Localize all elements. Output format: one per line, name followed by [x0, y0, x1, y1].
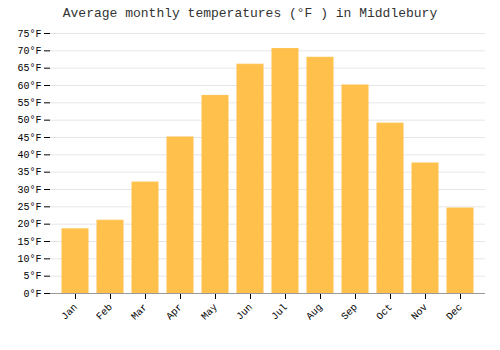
svg-text:Sep: Sep [339, 302, 360, 323]
svg-text:60°F: 60°F [17, 81, 41, 92]
svg-text:25°F: 25°F [17, 202, 41, 213]
svg-text:Oct: Oct [374, 302, 395, 323]
svg-text:55°F: 55°F [17, 98, 41, 109]
svg-text:40°F: 40°F [17, 150, 41, 161]
svg-text:30°F: 30°F [17, 185, 41, 196]
html-text:Average monthly temperatures (: Average monthly temperatures (°F ) in Mi… [62, 6, 438, 21]
svg-text:Apr: Apr [164, 302, 185, 323]
svg-text:45°F: 45°F [17, 133, 41, 144]
svg-text:Jul: Jul [269, 302, 290, 323]
svg-text:70°F: 70°F [17, 46, 41, 57]
svg-text:75°F: 75°F [17, 29, 41, 40]
svg-text:Nov: Nov [409, 302, 430, 323]
svg-text:0°F: 0°F [23, 289, 41, 300]
svg-text:65°F: 65°F [17, 63, 41, 74]
svg-text:May: May [199, 302, 220, 323]
svg-text:5°F: 5°F [23, 271, 41, 282]
svg-text:Jan: Jan [59, 302, 80, 323]
svg-text:Feb: Feb [94, 302, 115, 323]
svg-text:50°F: 50°F [17, 115, 41, 126]
svg-text:20°F: 20°F [17, 219, 41, 230]
svg-text:Dec: Dec [444, 302, 465, 323]
svg-text:Aug: Aug [304, 302, 325, 323]
svg-text:Jun: Jun [234, 302, 255, 323]
svg-text:Mar: Mar [129, 302, 150, 323]
svg-text:15°F: 15°F [17, 237, 41, 248]
svg-text:35°F: 35°F [17, 167, 41, 178]
svg-text:10°F: 10°F [17, 254, 41, 265]
